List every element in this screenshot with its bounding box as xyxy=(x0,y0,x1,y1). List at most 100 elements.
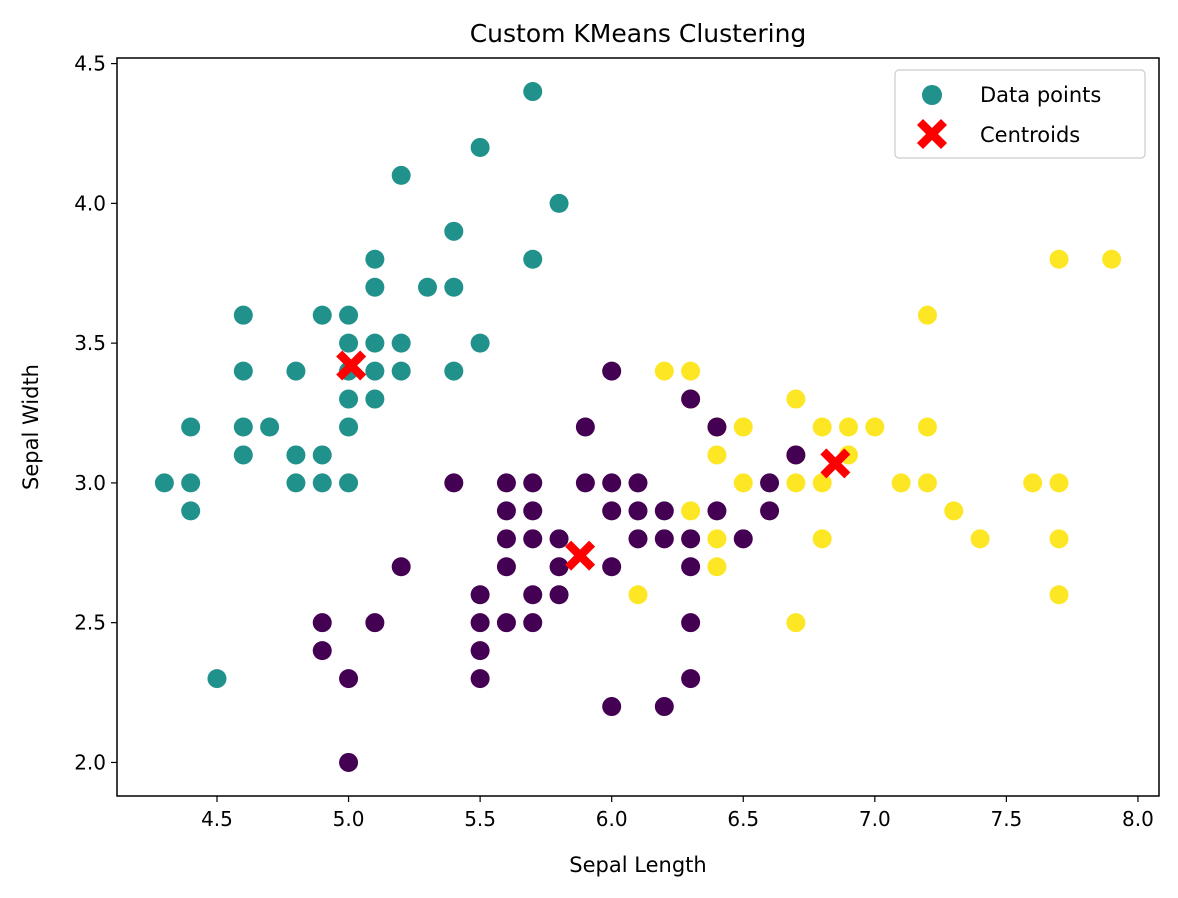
data-point xyxy=(286,445,306,465)
data-point xyxy=(496,557,516,577)
data-point xyxy=(628,529,648,549)
y-tick-label: 4.5 xyxy=(74,52,106,76)
data-point xyxy=(470,641,490,661)
data-point xyxy=(1049,473,1069,493)
data-point xyxy=(233,445,253,465)
data-point xyxy=(628,501,648,521)
data-point xyxy=(786,613,806,633)
data-point xyxy=(523,613,543,633)
y-axis-label: Sepal Width xyxy=(19,364,43,490)
data-point xyxy=(707,445,727,465)
data-point xyxy=(786,389,806,409)
data-point xyxy=(496,501,516,521)
data-point xyxy=(339,752,359,772)
data-point xyxy=(602,697,622,717)
data-point xyxy=(681,501,701,521)
data-point xyxy=(523,529,543,549)
x-tick-label: 5.5 xyxy=(464,807,496,831)
data-point xyxy=(1049,585,1069,605)
y-tick-label: 4.0 xyxy=(74,191,106,215)
x-tick-label: 4.5 xyxy=(201,807,233,831)
data-point xyxy=(733,473,753,493)
data-point xyxy=(654,697,674,717)
data-point xyxy=(944,501,964,521)
data-point xyxy=(549,557,569,577)
data-point xyxy=(260,417,280,437)
data-point xyxy=(470,613,490,633)
data-point xyxy=(812,473,832,493)
data-point xyxy=(654,361,674,381)
y-tick-label: 3.0 xyxy=(74,471,106,495)
data-point xyxy=(1049,249,1069,269)
data-point xyxy=(286,361,306,381)
data-point xyxy=(1023,473,1043,493)
data-point xyxy=(575,473,595,493)
data-point xyxy=(365,613,385,633)
data-point xyxy=(549,585,569,605)
data-point xyxy=(628,585,648,605)
data-point xyxy=(575,417,595,437)
data-point xyxy=(339,389,359,409)
data-points-layer xyxy=(154,82,1122,772)
data-point xyxy=(470,333,490,353)
data-point xyxy=(602,361,622,381)
data-point xyxy=(602,473,622,493)
data-point xyxy=(470,669,490,689)
data-point xyxy=(365,333,385,353)
data-point xyxy=(286,473,306,493)
y-tick-label: 3.5 xyxy=(74,331,106,355)
data-point xyxy=(602,557,622,577)
data-point xyxy=(365,361,385,381)
data-point xyxy=(523,82,543,102)
data-point xyxy=(365,249,385,269)
data-point xyxy=(707,529,727,549)
centroid-marker xyxy=(336,350,367,381)
data-point xyxy=(812,417,832,437)
data-point xyxy=(707,557,727,577)
data-point xyxy=(839,417,859,437)
data-point xyxy=(154,473,174,493)
data-point xyxy=(444,277,464,297)
data-point xyxy=(312,613,332,633)
legend-centroids-marker xyxy=(917,119,947,149)
data-point xyxy=(233,417,253,437)
data-point xyxy=(760,473,780,493)
data-point xyxy=(812,529,832,549)
data-point xyxy=(733,417,753,437)
data-point xyxy=(707,501,727,521)
x-tick-label: 5.0 xyxy=(333,807,365,831)
data-point xyxy=(1102,249,1122,269)
data-point xyxy=(496,529,516,549)
data-point xyxy=(681,529,701,549)
data-point xyxy=(391,165,411,185)
data-point xyxy=(523,501,543,521)
centroid-marker xyxy=(565,540,596,571)
data-point xyxy=(470,137,490,157)
data-point xyxy=(339,417,359,437)
y-tick-label: 2.5 xyxy=(74,611,106,635)
data-point xyxy=(339,305,359,325)
data-point xyxy=(681,613,701,633)
data-point xyxy=(181,473,201,493)
x-tick-label: 6.0 xyxy=(596,807,628,831)
data-point xyxy=(654,529,674,549)
data-point xyxy=(207,669,227,689)
data-point xyxy=(549,529,569,549)
data-point xyxy=(444,361,464,381)
data-point xyxy=(444,473,464,493)
data-point xyxy=(312,473,332,493)
data-point xyxy=(917,473,937,493)
x-axis-ticks: 4.5 5.0 5.5 6.0 6.5 7.0 7.5 8.0 xyxy=(201,796,1154,831)
data-point xyxy=(891,473,911,493)
centroid-marker xyxy=(820,448,851,479)
data-point xyxy=(523,585,543,605)
data-point xyxy=(233,305,253,325)
data-point xyxy=(917,417,937,437)
x-axis-label: Sepal Length xyxy=(569,853,706,877)
legend-data-points-label: Data points xyxy=(980,83,1101,107)
legend-centroids-label: Centroids xyxy=(980,123,1080,147)
data-point xyxy=(417,277,437,297)
data-point xyxy=(444,221,464,241)
data-point xyxy=(681,361,701,381)
data-point xyxy=(681,389,701,409)
